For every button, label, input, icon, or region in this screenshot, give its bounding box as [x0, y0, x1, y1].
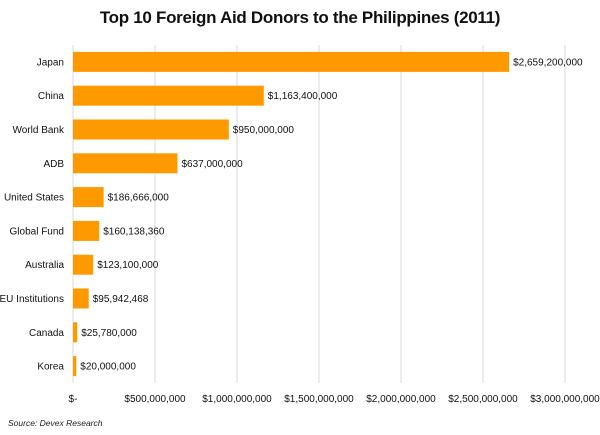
category-label: Australia [25, 260, 64, 271]
bar [73, 187, 104, 208]
category-label: World Bank [12, 125, 65, 136]
bar [73, 288, 89, 309]
value-label: $20,000,000 [80, 362, 136, 373]
value-label: $160,138,360 [103, 226, 165, 237]
value-label: $186,666,000 [108, 193, 170, 204]
bar [73, 356, 77, 377]
category-label: ADB [43, 159, 64, 170]
x-tick-label: $2,500,000,000 [448, 394, 518, 405]
bar [73, 322, 78, 343]
x-tick-label: $2,000,000,000 [366, 394, 436, 405]
category-label: Canada [29, 328, 64, 339]
value-label: $95,942,468 [93, 294, 149, 305]
category-label: China [38, 91, 65, 102]
bar [73, 254, 94, 275]
x-tick-label: $1,000,000,000 [202, 394, 272, 405]
category-label: Korea [37, 362, 64, 373]
value-label: $25,780,000 [81, 328, 137, 339]
x-tick-label: $500,000,000 [124, 394, 186, 405]
bar [73, 220, 100, 241]
value-label: $123,100,000 [97, 260, 159, 271]
chart-title: Top 10 Foreign Aid Donors to the Philipp… [99, 8, 501, 27]
x-tick-label: $1,500,000,000 [284, 394, 354, 405]
value-label: $1,163,400,000 [268, 91, 338, 102]
value-label: $2,659,200,000 [513, 57, 583, 68]
value-label: $950,000,000 [233, 125, 295, 136]
bar [73, 51, 510, 72]
category-label: EU Institutions [0, 294, 64, 305]
category-label: United States [4, 193, 64, 204]
category-label: Japan [37, 57, 64, 68]
bar [73, 85, 264, 106]
value-label: $637,000,000 [181, 159, 243, 170]
x-tick-label: $- [69, 394, 78, 405]
x-tick-label: $3,000,000,000 [530, 394, 600, 405]
bar [73, 153, 178, 174]
source-note: Source: Devex Research [8, 418, 103, 428]
category-label: Global Fund [10, 226, 64, 237]
bar [73, 119, 229, 140]
